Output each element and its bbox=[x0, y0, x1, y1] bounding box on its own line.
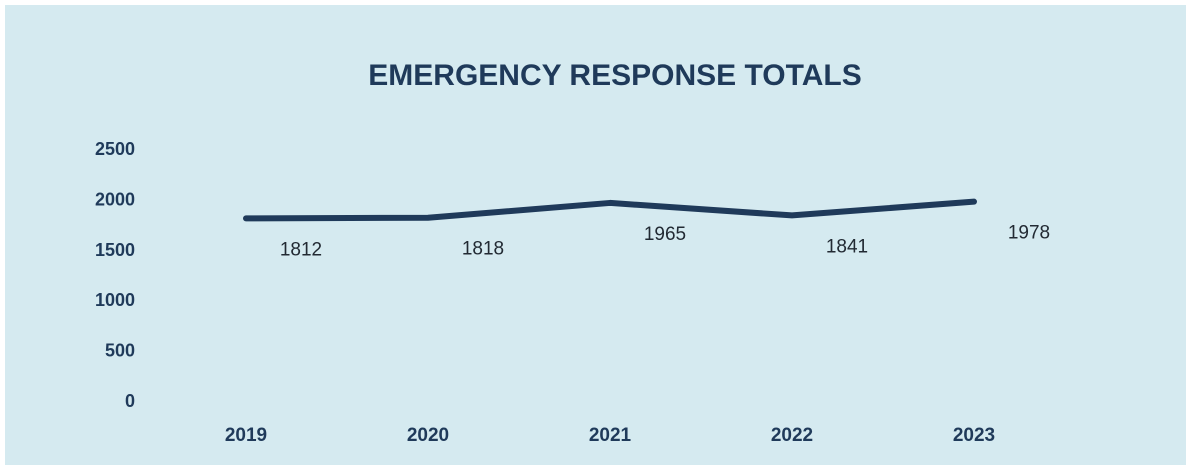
x-tick-label: 2019 bbox=[225, 425, 267, 446]
series-group bbox=[243, 198, 977, 222]
y-tick-label: 2000 bbox=[95, 189, 135, 209]
x-tick-label: 2021 bbox=[589, 425, 632, 446]
data-label: 1818 bbox=[462, 239, 504, 260]
line-chart: EMERGENCY RESPONSE TOTALS 0 500 1000 1500 20… bbox=[95, 59, 1050, 446]
y-axis: 0 500 1000 1500 2000 2500 bbox=[95, 139, 135, 411]
x-tick-label: 2022 bbox=[771, 425, 813, 446]
y-tick-label: 2500 bbox=[95, 139, 135, 159]
chart-title: EMERGENCY RESPONSE TOTALS bbox=[368, 59, 861, 92]
x-tick-label: 2020 bbox=[407, 425, 449, 446]
data-label: 1841 bbox=[826, 236, 868, 257]
chart-area: EMERGENCY RESPONSE TOTALS 0 500 1000 1500 20… bbox=[5, 5, 1186, 465]
data-label: 1965 bbox=[644, 224, 686, 245]
y-tick-label: 500 bbox=[105, 341, 135, 361]
series-line bbox=[243, 198, 977, 222]
data-labels: 1812 1818 1965 1841 1978 bbox=[280, 223, 1050, 261]
data-label: 1812 bbox=[280, 239, 322, 260]
x-tick-label: 2023 bbox=[953, 425, 995, 446]
y-tick-label: 1000 bbox=[95, 290, 135, 310]
data-label: 1978 bbox=[1008, 223, 1050, 244]
y-tick-label: 0 bbox=[125, 391, 135, 411]
y-tick-label: 1500 bbox=[95, 240, 135, 260]
x-axis: 2019 2020 2021 2022 2023 bbox=[225, 425, 995, 446]
